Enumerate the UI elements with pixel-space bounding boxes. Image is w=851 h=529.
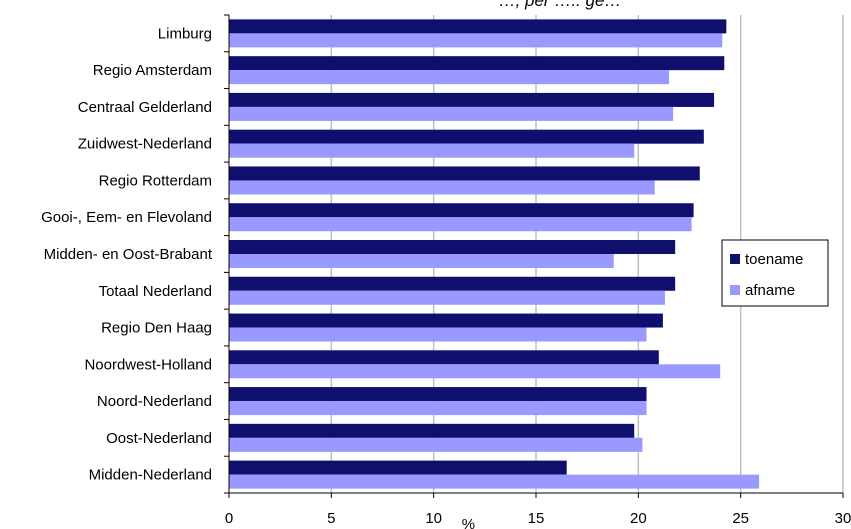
x-tick-label: 30: [835, 510, 851, 527]
bar-toename-9: [229, 350, 659, 365]
bar-toename-11: [229, 423, 635, 438]
x-tick-label: 10: [425, 510, 442, 527]
legend-swatch-afname: [730, 285, 740, 295]
bar-afname-10: [229, 401, 647, 416]
category-label: Zuidwest-Nederland: [78, 136, 212, 153]
legend-label-toename: toename: [745, 251, 803, 268]
category-label: Regio Amsterdam: [93, 62, 212, 79]
category-label: Gooi-, Eem- en Flevoland: [41, 209, 212, 226]
bar-toename-2: [229, 92, 715, 107]
x-tick-label: 5: [327, 510, 335, 527]
bar-toename-3: [229, 129, 704, 144]
bar-toename-4: [229, 166, 700, 181]
bar-toename-10: [229, 387, 647, 402]
bar-toename-12: [229, 460, 567, 475]
legend-swatch-toename: [730, 254, 740, 264]
bar-toename-6: [229, 240, 676, 254]
bar-afname-3: [229, 143, 635, 158]
category-label: Regio Den Haag: [101, 320, 212, 337]
bar-afname-4: [229, 180, 655, 195]
bars: [229, 19, 760, 489]
bar-afname-6: [229, 254, 614, 268]
category-label: Limburg: [158, 25, 212, 42]
category-label: Midden- en Oost-Brabant: [44, 246, 213, 263]
category-label: Centraal Gelderland: [78, 99, 212, 116]
bar-toename-8: [229, 313, 663, 328]
category-label: Noordwest-Holland: [84, 356, 212, 373]
bar-afname-9: [229, 364, 721, 379]
axes: [224, 14, 844, 498]
bar-toename-0: [229, 19, 727, 34]
x-axis-label: %: [462, 516, 475, 529]
bar-toename-7: [229, 276, 676, 291]
x-tick-label: 15: [528, 510, 545, 527]
bar-afname-11: [229, 437, 643, 452]
bar-toename-5: [229, 203, 694, 218]
bar-afname-5: [229, 217, 692, 232]
category-label: Noord-Nederland: [97, 393, 212, 410]
x-tick-label: 20: [630, 510, 647, 527]
bar-afname-2: [229, 106, 674, 121]
legend-label-afname: afname: [745, 282, 795, 299]
bar-afname-0: [229, 33, 723, 48]
bar-afname-1: [229, 70, 670, 85]
bar-toename-1: [229, 56, 725, 71]
bar-afname-12: [229, 474, 760, 489]
x-tick-label: 25: [732, 510, 749, 527]
category-labels: Limburg Regio Amsterdam Centraal Gelderlan…: [41, 25, 213, 483]
legend: toename afname: [721, 239, 829, 307]
category-label: Midden-Nederland: [89, 467, 212, 484]
bar-afname-7: [229, 290, 665, 305]
category-label: Regio Rotterdam: [99, 172, 212, 189]
x-tick-labels: 0 5 10 15 20 25 30: [225, 510, 851, 527]
category-label: Oost-Nederland: [106, 430, 212, 447]
bar-afname-8: [229, 327, 647, 342]
x-tick-label: 0: [225, 510, 233, 527]
category-label: Totaal Nederland: [99, 283, 212, 300]
chart-title-fragment: …, per ….. ge…: [499, 0, 622, 10]
